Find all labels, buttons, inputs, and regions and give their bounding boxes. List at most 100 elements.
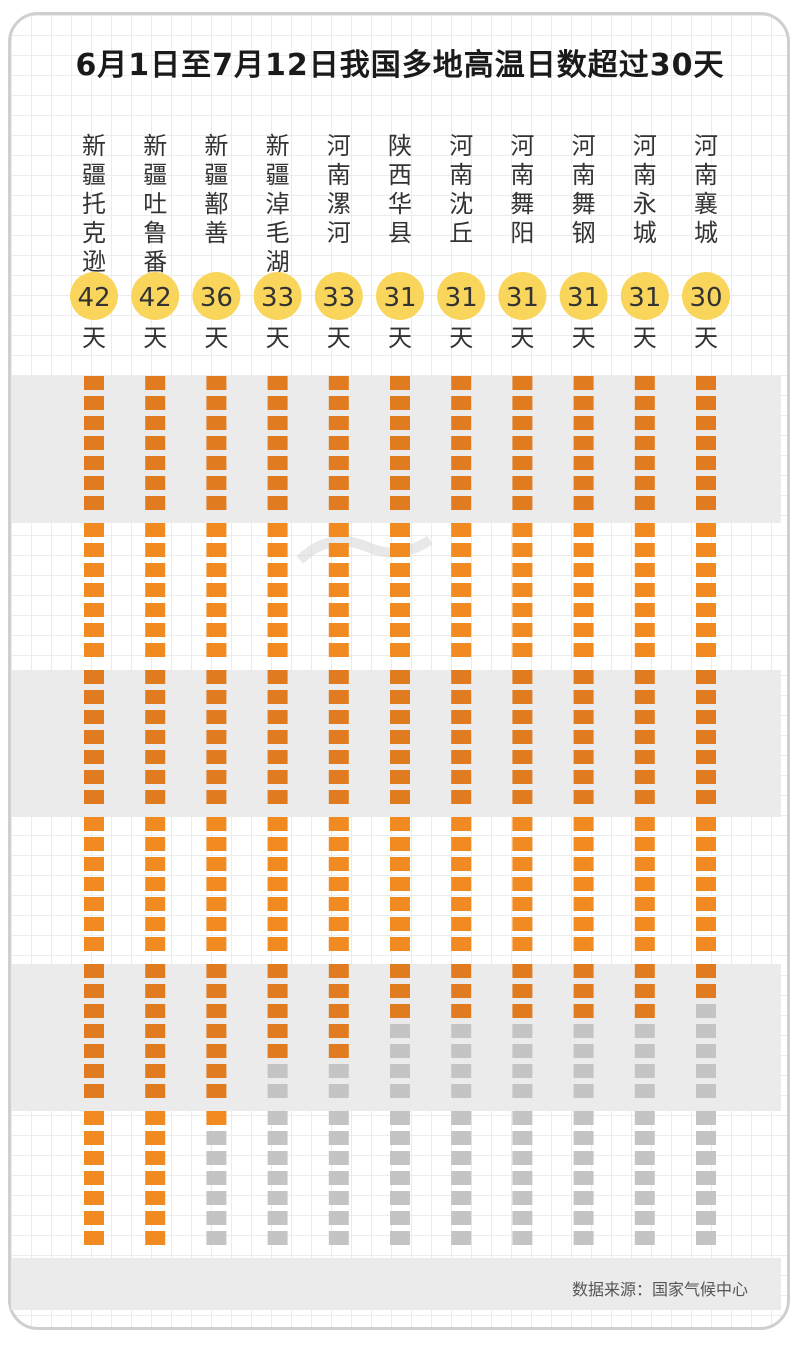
- normal-day-mark: [696, 1004, 716, 1018]
- normal-day-mark: [390, 1231, 410, 1245]
- normal-day-mark: [206, 1171, 227, 1185]
- hot-day-mark: [145, 790, 166, 804]
- hot-day-mark: [328, 730, 349, 744]
- hot-day-mark: [84, 690, 104, 704]
- hot-day-mark: [451, 690, 472, 704]
- normal-day-mark: [696, 1231, 716, 1245]
- hot-day-mark: [451, 416, 472, 430]
- hot-day-mark: [390, 456, 410, 470]
- hot-day-mark: [267, 396, 288, 410]
- hot-day-mark: [573, 964, 594, 978]
- hot-day-mark: [451, 670, 472, 684]
- hot-day-mark: [206, 730, 227, 744]
- hot-day-mark: [573, 476, 594, 490]
- hot-day-mark: [390, 710, 410, 724]
- normal-day-mark: [573, 1044, 594, 1058]
- normal-day-mark: [328, 1171, 349, 1185]
- hot-day-mark: [696, 730, 716, 744]
- normal-day-mark: [634, 1131, 655, 1145]
- hot-day-mark: [206, 690, 227, 704]
- hot-day-mark: [267, 937, 288, 951]
- hot-day-mark: [145, 1004, 166, 1018]
- normal-day-mark: [573, 1211, 594, 1225]
- normal-day-mark: [512, 1151, 533, 1165]
- hot-day-mark: [328, 416, 349, 430]
- unit-label: 天: [327, 324, 351, 352]
- normal-day-mark: [390, 1211, 410, 1225]
- hot-day-mark: [696, 543, 716, 557]
- normal-day-mark: [573, 1024, 594, 1038]
- unit-label: 天: [510, 324, 534, 352]
- city-label-char: 西: [388, 161, 412, 189]
- normal-day-mark: [451, 1191, 472, 1205]
- count-value: 30: [689, 283, 722, 313]
- hot-day-mark: [84, 603, 104, 617]
- hot-day-mark: [696, 523, 716, 537]
- hot-day-mark: [145, 396, 166, 410]
- hot-day-mark: [328, 817, 349, 831]
- hot-day-mark: [573, 857, 594, 871]
- hot-day-mark: [512, 643, 533, 657]
- hot-day-mark: [451, 917, 472, 931]
- normal-day-mark: [328, 1131, 349, 1145]
- hot-day-mark: [84, 1231, 104, 1245]
- hot-day-mark: [390, 623, 410, 637]
- hot-day-mark: [206, 603, 227, 617]
- hot-day-mark: [634, 877, 655, 891]
- hot-day-mark: [267, 563, 288, 577]
- hot-day-mark: [206, 817, 227, 831]
- hot-day-mark: [512, 436, 533, 450]
- hot-day-mark: [390, 543, 410, 557]
- hot-day-mark: [328, 643, 349, 657]
- normal-day-mark: [206, 1151, 227, 1165]
- hot-day-mark: [512, 543, 533, 557]
- hot-day-mark: [328, 710, 349, 724]
- hot-day-mark: [328, 690, 349, 704]
- hot-day-mark: [634, 897, 655, 911]
- hot-day-mark: [328, 523, 349, 537]
- normal-day-mark: [696, 1151, 716, 1165]
- hot-day-mark: [390, 670, 410, 684]
- city-label-char: 阳: [510, 219, 534, 247]
- hot-day-mark: [512, 790, 533, 804]
- hot-day-mark: [267, 523, 288, 537]
- hot-day-mark: [390, 897, 410, 911]
- hot-day-mark: [84, 456, 104, 470]
- city-label-char: 疆: [82, 161, 106, 189]
- hot-day-mark: [451, 583, 472, 597]
- hot-day-mark: [573, 416, 594, 430]
- hot-day-mark: [573, 623, 594, 637]
- city-label-char: 河: [510, 132, 534, 160]
- hot-day-mark: [267, 1044, 288, 1058]
- hot-day-mark: [145, 496, 166, 510]
- hot-day-mark: [512, 670, 533, 684]
- hot-day-mark: [206, 770, 227, 784]
- count-value: 31: [445, 283, 478, 313]
- hot-day-mark: [573, 730, 594, 744]
- count-value: 36: [200, 283, 233, 313]
- hot-day-mark: [84, 496, 104, 510]
- hot-day-mark: [84, 1171, 104, 1185]
- city-label-char: 河: [449, 132, 473, 160]
- hot-day-mark: [328, 984, 349, 998]
- hot-day-mark: [84, 583, 104, 597]
- hot-day-mark: [328, 750, 349, 764]
- hot-day-mark: [696, 376, 716, 390]
- normal-day-mark: [451, 1151, 472, 1165]
- hot-day-mark: [573, 523, 594, 537]
- normal-day-mark: [267, 1131, 288, 1145]
- city-label-char: 鄯: [204, 190, 228, 218]
- hot-day-mark: [451, 396, 472, 410]
- city-label-char: 善: [204, 219, 228, 247]
- hot-day-mark: [390, 857, 410, 871]
- hot-day-mark: [84, 730, 104, 744]
- normal-day-mark: [390, 1024, 410, 1038]
- chart-title: 6月1日至7月12日我国多地高温日数超过30天: [75, 48, 725, 83]
- hot-day-mark: [84, 857, 104, 871]
- hot-day-mark: [267, 730, 288, 744]
- city-label-char: 河: [633, 132, 657, 160]
- hot-day-mark: [390, 690, 410, 704]
- hot-day-mark: [84, 790, 104, 804]
- hot-day-mark: [512, 817, 533, 831]
- hot-day-mark: [145, 1044, 166, 1058]
